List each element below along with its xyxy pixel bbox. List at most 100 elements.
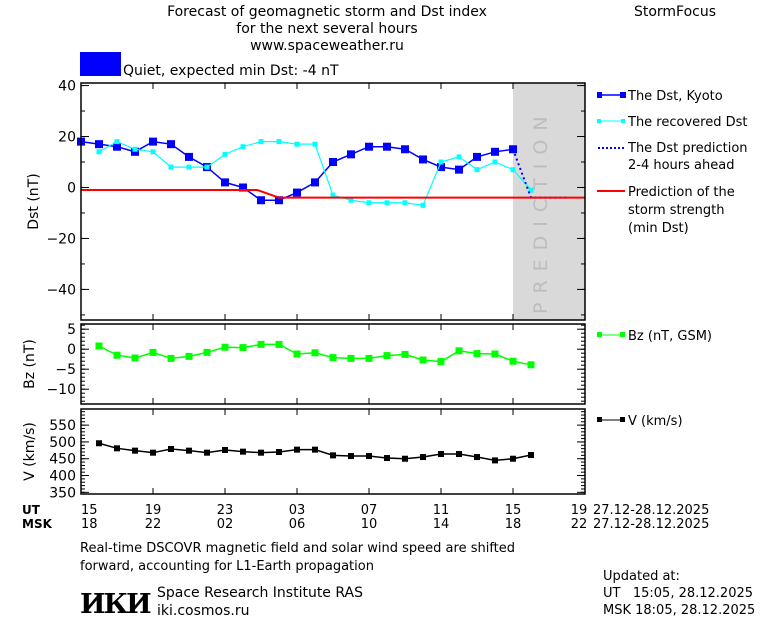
msk-tick-label: 06 [289, 517, 306, 532]
institute-site[interactable]: iki.cosmos.ru [157, 603, 249, 619]
y-tick-label: 0 [67, 342, 76, 358]
data-point [132, 146, 138, 152]
data-note: forward, accounting for L1-Earth propaga… [80, 559, 374, 574]
legend-v: V (km/s) [628, 414, 683, 429]
data-point [95, 140, 103, 149]
data-point [131, 354, 139, 362]
prediction-region-label: PREDICTION [530, 107, 552, 314]
data-point [275, 196, 283, 205]
brand-name: StormFocus [634, 4, 716, 20]
y-tick-label: 450 [49, 452, 76, 468]
ut-date-range: 27.12-28.12.2025 [593, 503, 709, 518]
ut-tick-label: 15 [81, 503, 98, 518]
data-point [204, 164, 210, 170]
data-point [474, 454, 480, 461]
data-point [113, 351, 121, 359]
data-point [456, 451, 462, 458]
data-point [113, 142, 121, 151]
legend-dst-marker [620, 92, 626, 98]
data-point [131, 147, 139, 156]
msk-tick-label: 22 [571, 517, 588, 532]
legend-storm: storm strength [628, 203, 725, 218]
data-point [365, 354, 373, 362]
data-point [330, 452, 336, 459]
ut-tick-label: 07 [361, 503, 378, 518]
data-point [366, 453, 372, 460]
ut-tick-label: 11 [433, 503, 450, 518]
data-point [456, 154, 462, 160]
plot-frame [80, 323, 586, 405]
y-tick-label: −40 [46, 282, 76, 298]
legend-bz-marker [620, 332, 625, 337]
data-point [258, 139, 264, 145]
y-tick-label: 350 [49, 485, 76, 501]
msk-date-range: 27.12-28.12.2025 [593, 517, 709, 532]
data-point [384, 455, 390, 462]
data-point [311, 178, 319, 187]
data-point [311, 349, 319, 357]
data-point [276, 449, 282, 456]
institute-name: Space Research Institute RAS [157, 585, 363, 601]
legend-bz-marker [597, 332, 602, 337]
updated-msk: MSK 18:05, 28.12.2025 [603, 603, 755, 618]
data-point [420, 454, 426, 461]
data-point [294, 446, 300, 453]
iki-logo: ИКИ [80, 589, 151, 620]
legend-prediction: 2-4 hours ahead [628, 158, 734, 173]
data-point [492, 159, 498, 165]
data-point [239, 344, 247, 352]
msk-tick-label: 18 [505, 517, 522, 532]
data-point [222, 446, 228, 453]
msk-tick-label: 18 [81, 517, 98, 532]
data-point [203, 348, 211, 356]
data-point [96, 149, 102, 155]
data-point [221, 343, 229, 351]
ut-tick-label: 19 [145, 503, 162, 518]
data-point [150, 449, 156, 456]
msk-tick-label: 14 [433, 517, 450, 532]
data-point [383, 142, 391, 151]
data-point [276, 139, 282, 145]
data-point [257, 340, 265, 348]
msk-tick-label: 02 [217, 517, 234, 532]
msk-axis-label: MSK [22, 517, 53, 531]
data-point [168, 164, 174, 170]
series-line [81, 189, 585, 199]
legend: The Dst, Kyoto The recovered Dst The Dst… [597, 89, 748, 429]
data-point [473, 152, 481, 161]
data-point [510, 455, 516, 462]
legend-recovered-marker [597, 119, 601, 123]
data-point [474, 167, 480, 173]
ut-tick-label: 23 [217, 503, 234, 518]
ut-tick-label: 19 [571, 503, 588, 518]
data-point [329, 158, 337, 166]
data-point [420, 202, 426, 208]
y-tick-label: 550 [49, 418, 76, 434]
y-tick-label: −20 [46, 231, 76, 247]
data-point [402, 200, 408, 206]
legend-v-marker [597, 417, 602, 422]
msk-tick-label: 22 [145, 517, 162, 532]
data-point [294, 141, 300, 147]
y-tick-label: 40 [58, 79, 76, 95]
data-point [312, 141, 318, 147]
data-note: Real-time DSCOVR magnetic field and sola… [80, 541, 515, 556]
y-axis-label: Bz (nT) [22, 339, 38, 389]
data-point [438, 451, 444, 458]
chart-subtitle: for the next several hours [236, 21, 417, 37]
data-point [528, 452, 534, 459]
data-point [347, 150, 355, 159]
y-axis-label: Dst (nT) [26, 173, 42, 229]
data-point [167, 354, 175, 362]
data-point [222, 151, 228, 157]
data-point [185, 152, 193, 161]
website-link[interactable]: www.spaceweather.ru [250, 38, 404, 54]
data-point [186, 447, 192, 454]
y-tick-label: 20 [58, 130, 76, 146]
legend-recovered: The recovered Dst [627, 115, 747, 130]
data-point [329, 354, 337, 362]
data-point [383, 352, 391, 360]
data-point [419, 356, 427, 364]
data-point [204, 449, 210, 456]
